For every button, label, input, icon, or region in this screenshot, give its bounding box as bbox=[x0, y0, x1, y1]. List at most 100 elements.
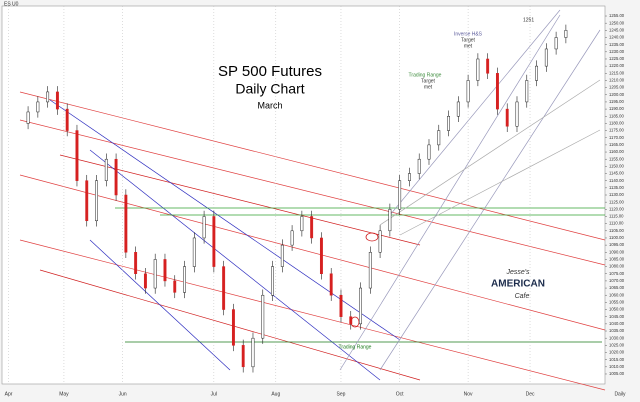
candle-body bbox=[46, 91, 50, 103]
candle-body bbox=[447, 116, 450, 131]
candle-body bbox=[398, 180, 402, 210]
candle-body bbox=[153, 259, 157, 289]
plot-area bbox=[1, 5, 606, 385]
candle-body bbox=[183, 266, 186, 293]
y-tick-label: 1250.00 bbox=[609, 20, 625, 25]
y-tick-label: 1215.00 bbox=[609, 70, 625, 75]
candle-body bbox=[163, 259, 167, 282]
logo-text: Jesse's bbox=[505, 269, 530, 276]
x-tick-label: Jul bbox=[211, 391, 217, 397]
candle-body bbox=[554, 37, 558, 50]
y-tick-label: 1135.00 bbox=[609, 185, 624, 190]
candle-body bbox=[515, 101, 519, 127]
y-tick-label: 1105.00 bbox=[609, 228, 624, 233]
symbol: ES U0 bbox=[4, 1, 19, 7]
y-tick-label: 1125.00 bbox=[609, 199, 624, 204]
candle-body bbox=[505, 108, 509, 127]
candle-body bbox=[564, 30, 568, 38]
candle-body bbox=[329, 273, 333, 296]
y-tick-label: 1190.00 bbox=[609, 106, 624, 111]
logo-text: AMERICAN bbox=[491, 279, 545, 290]
candle-body bbox=[280, 244, 284, 267]
y-tick-label: 1120.00 bbox=[609, 206, 624, 211]
candle-body bbox=[173, 280, 177, 293]
y-tick-label: 1115.00 bbox=[609, 214, 624, 219]
candle-body bbox=[114, 158, 118, 196]
candle-body bbox=[368, 252, 372, 289]
candle-body bbox=[143, 273, 147, 289]
x-tick-label: Nov bbox=[464, 391, 473, 397]
y-tick-label: 1180.00 bbox=[609, 121, 624, 126]
x-tick-label: Jun bbox=[119, 391, 127, 397]
x-tick-label: Sep bbox=[337, 391, 346, 397]
candle-body bbox=[407, 173, 411, 181]
y-tick-label: 1220.00 bbox=[609, 63, 625, 68]
candle-body bbox=[36, 101, 40, 113]
y-tick-label: 1060.00 bbox=[609, 292, 625, 297]
candle-body bbox=[26, 111, 30, 124]
y-tick-label: 1130.00 bbox=[609, 192, 624, 197]
y-tick-label: 1085.00 bbox=[609, 257, 625, 262]
candle-body bbox=[427, 144, 431, 160]
y-tick-label: 1175.00 bbox=[609, 128, 624, 133]
y-tick-label: 1185.00 bbox=[609, 113, 624, 118]
annotation: Trading Range bbox=[409, 72, 442, 78]
y-tick-label: 1040.00 bbox=[609, 321, 625, 326]
candle-body bbox=[359, 287, 362, 325]
candle-body bbox=[75, 130, 79, 181]
y-tick-label: 1035.00 bbox=[609, 328, 625, 333]
candle-body bbox=[525, 80, 529, 103]
y-tick-label: 1050.00 bbox=[609, 307, 625, 312]
timeframe-label: Daily bbox=[614, 391, 626, 397]
y-tick-label: 1205.00 bbox=[609, 85, 625, 90]
candle-body bbox=[486, 58, 490, 74]
candle-body bbox=[339, 294, 343, 317]
candle-body bbox=[134, 252, 138, 274]
x-tick-label: May bbox=[59, 391, 69, 397]
y-tick-label: 1235.00 bbox=[609, 42, 625, 47]
annotation: Inverse H&S bbox=[454, 31, 483, 37]
annotation: 1251 bbox=[523, 17, 534, 23]
candle-body bbox=[456, 101, 460, 117]
annotation: Target bbox=[461, 37, 476, 43]
candle-body bbox=[535, 65, 539, 81]
y-tick-label: 1245.00 bbox=[609, 27, 625, 32]
trend-lines bbox=[19, 9, 606, 391]
y-tick-label: 1030.00 bbox=[609, 335, 625, 340]
candle-body bbox=[222, 266, 226, 310]
y-tick-label: 1045.00 bbox=[609, 314, 625, 319]
y-tick-label: 1145.00 bbox=[609, 171, 624, 176]
y-tick-label: 1165.00 bbox=[609, 142, 624, 147]
annotation: met bbox=[464, 43, 473, 49]
candle-body bbox=[544, 48, 548, 67]
y-tick-label: 1155.00 bbox=[609, 156, 624, 161]
y-tick-label: 1080.00 bbox=[609, 264, 625, 269]
candle-body bbox=[261, 294, 265, 339]
candle-body bbox=[95, 180, 98, 222]
candle-body bbox=[388, 209, 392, 232]
x-tick-label: Oct bbox=[396, 391, 404, 397]
candle-body bbox=[290, 230, 294, 246]
candle-body bbox=[192, 237, 196, 267]
y-tick-label: 1110.00 bbox=[609, 221, 624, 226]
y-tick-label: 1020.00 bbox=[609, 350, 625, 355]
candle-body bbox=[231, 309, 235, 346]
annotation: Target bbox=[421, 78, 436, 84]
candle-body bbox=[251, 337, 255, 368]
y-tick-label: 1090.00 bbox=[609, 249, 625, 254]
y-tick-label: 1025.00 bbox=[609, 342, 625, 347]
candle-body bbox=[55, 91, 59, 110]
y-tick-label: 1150.00 bbox=[609, 163, 624, 168]
y-tick-label: 1230.00 bbox=[609, 49, 625, 54]
candle-body bbox=[466, 80, 470, 103]
candle-body bbox=[271, 266, 274, 296]
y-tick-label: 1005.00 bbox=[609, 371, 625, 376]
y-tick-label: 1010.00 bbox=[609, 364, 625, 369]
y-tick-label: 1225.00 bbox=[609, 56, 625, 61]
y-tick-label: 1195.00 bbox=[609, 99, 624, 104]
chart-note: March bbox=[257, 100, 282, 110]
y-tick-label: 1055.00 bbox=[609, 299, 625, 304]
y-tick-label: 1200.00 bbox=[609, 92, 625, 97]
x-tick-label: Dec bbox=[526, 391, 535, 397]
